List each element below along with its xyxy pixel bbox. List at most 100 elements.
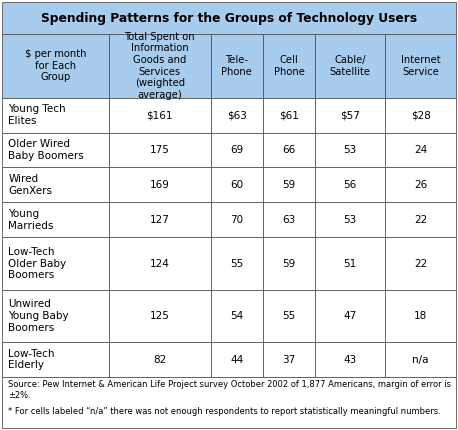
Text: $61: $61 bbox=[279, 110, 299, 120]
Text: 26: 26 bbox=[414, 180, 427, 190]
Bar bbox=[2, 377, 456, 428]
Text: Spending Patterns for the Groups of Technology Users: Spending Patterns for the Groups of Tech… bbox=[41, 12, 417, 25]
Bar bbox=[211, 203, 263, 237]
Text: 53: 53 bbox=[344, 215, 357, 225]
Bar bbox=[109, 203, 211, 237]
Text: 37: 37 bbox=[283, 355, 296, 365]
Text: 22: 22 bbox=[414, 258, 427, 269]
Bar bbox=[2, 132, 109, 168]
Bar bbox=[2, 342, 109, 377]
Text: 82: 82 bbox=[153, 355, 166, 365]
Text: 127: 127 bbox=[150, 215, 170, 225]
Bar bbox=[2, 2, 456, 34]
Bar bbox=[2, 290, 109, 342]
Text: Young
Marrieds: Young Marrieds bbox=[8, 209, 54, 230]
Bar bbox=[2, 203, 109, 237]
Bar bbox=[263, 168, 315, 203]
Text: 43: 43 bbox=[344, 355, 357, 365]
Text: 69: 69 bbox=[230, 145, 244, 155]
Bar bbox=[315, 34, 386, 98]
Text: $ per month
for Each
Group: $ per month for Each Group bbox=[25, 49, 86, 83]
Bar bbox=[109, 290, 211, 342]
Bar bbox=[263, 34, 315, 98]
Text: 22: 22 bbox=[414, 215, 427, 225]
Bar bbox=[386, 342, 456, 377]
Bar bbox=[315, 290, 386, 342]
Text: 56: 56 bbox=[344, 180, 357, 190]
Text: 24: 24 bbox=[414, 145, 427, 155]
Bar bbox=[109, 168, 211, 203]
Bar bbox=[109, 98, 211, 132]
Text: 124: 124 bbox=[150, 258, 170, 269]
Bar bbox=[109, 34, 211, 98]
Bar bbox=[263, 98, 315, 132]
Text: Wired
GenXers: Wired GenXers bbox=[8, 174, 52, 196]
Bar bbox=[315, 132, 386, 168]
Text: 54: 54 bbox=[230, 311, 244, 321]
Bar bbox=[386, 98, 456, 132]
Bar bbox=[386, 132, 456, 168]
Text: 55: 55 bbox=[230, 258, 244, 269]
Text: 18: 18 bbox=[414, 311, 427, 321]
Text: 44: 44 bbox=[230, 355, 244, 365]
Text: Cable/
Satellite: Cable/ Satellite bbox=[330, 55, 371, 77]
Bar bbox=[386, 290, 456, 342]
Text: Total Spent on
Information
Goods and
Services
(weighted
average): Total Spent on Information Goods and Ser… bbox=[125, 32, 195, 100]
Text: n/a: n/a bbox=[412, 355, 429, 365]
Text: Cell
Phone: Cell Phone bbox=[273, 55, 305, 77]
Bar bbox=[315, 168, 386, 203]
Bar bbox=[263, 132, 315, 168]
Text: 51: 51 bbox=[344, 258, 357, 269]
Text: 66: 66 bbox=[283, 145, 296, 155]
Bar bbox=[263, 237, 315, 290]
Text: Unwired
Young Baby
Boomers: Unwired Young Baby Boomers bbox=[8, 299, 69, 332]
Bar bbox=[263, 203, 315, 237]
Bar bbox=[211, 98, 263, 132]
Bar bbox=[211, 342, 263, 377]
Text: $161: $161 bbox=[147, 110, 173, 120]
Text: 125: 125 bbox=[150, 311, 170, 321]
Text: 53: 53 bbox=[344, 145, 357, 155]
Text: 47: 47 bbox=[344, 311, 357, 321]
Bar bbox=[263, 342, 315, 377]
Text: $57: $57 bbox=[340, 110, 360, 120]
Text: $63: $63 bbox=[227, 110, 247, 120]
Bar bbox=[386, 203, 456, 237]
Text: $28: $28 bbox=[411, 110, 431, 120]
Text: Older Wired
Baby Boomers: Older Wired Baby Boomers bbox=[8, 139, 84, 161]
Text: 169: 169 bbox=[150, 180, 170, 190]
Text: * For cells labeled “n/a” there was not enough respondents to report statistical: * For cells labeled “n/a” there was not … bbox=[8, 406, 441, 415]
Text: Young Tech
Elites: Young Tech Elites bbox=[8, 104, 66, 126]
Text: 60: 60 bbox=[230, 180, 244, 190]
Text: Source: Pew Internet & American Life Project survey October 2002 of 1,877 Americ: Source: Pew Internet & American Life Pro… bbox=[8, 380, 451, 399]
Bar bbox=[2, 34, 109, 98]
Bar bbox=[315, 342, 386, 377]
Text: 59: 59 bbox=[283, 180, 296, 190]
Bar bbox=[386, 34, 456, 98]
Text: Tele-
Phone: Tele- Phone bbox=[222, 55, 252, 77]
Bar bbox=[2, 237, 109, 290]
Bar bbox=[386, 168, 456, 203]
Bar bbox=[315, 98, 386, 132]
Bar bbox=[211, 34, 263, 98]
Bar bbox=[211, 132, 263, 168]
Bar bbox=[211, 237, 263, 290]
Bar bbox=[2, 168, 109, 203]
Bar bbox=[211, 168, 263, 203]
Text: 70: 70 bbox=[230, 215, 244, 225]
Text: Low-Tech
Older Baby
Boomers: Low-Tech Older Baby Boomers bbox=[8, 247, 66, 280]
Bar bbox=[109, 237, 211, 290]
Bar bbox=[211, 290, 263, 342]
Text: Internet
Service: Internet Service bbox=[401, 55, 441, 77]
Bar bbox=[263, 290, 315, 342]
Bar bbox=[109, 132, 211, 168]
Bar bbox=[2, 98, 109, 132]
Bar bbox=[315, 237, 386, 290]
Text: 55: 55 bbox=[283, 311, 296, 321]
Bar bbox=[109, 342, 211, 377]
Bar bbox=[386, 237, 456, 290]
Text: Low-Tech
Elderly: Low-Tech Elderly bbox=[8, 349, 55, 370]
Bar bbox=[315, 203, 386, 237]
Text: 59: 59 bbox=[283, 258, 296, 269]
Text: 175: 175 bbox=[150, 145, 170, 155]
